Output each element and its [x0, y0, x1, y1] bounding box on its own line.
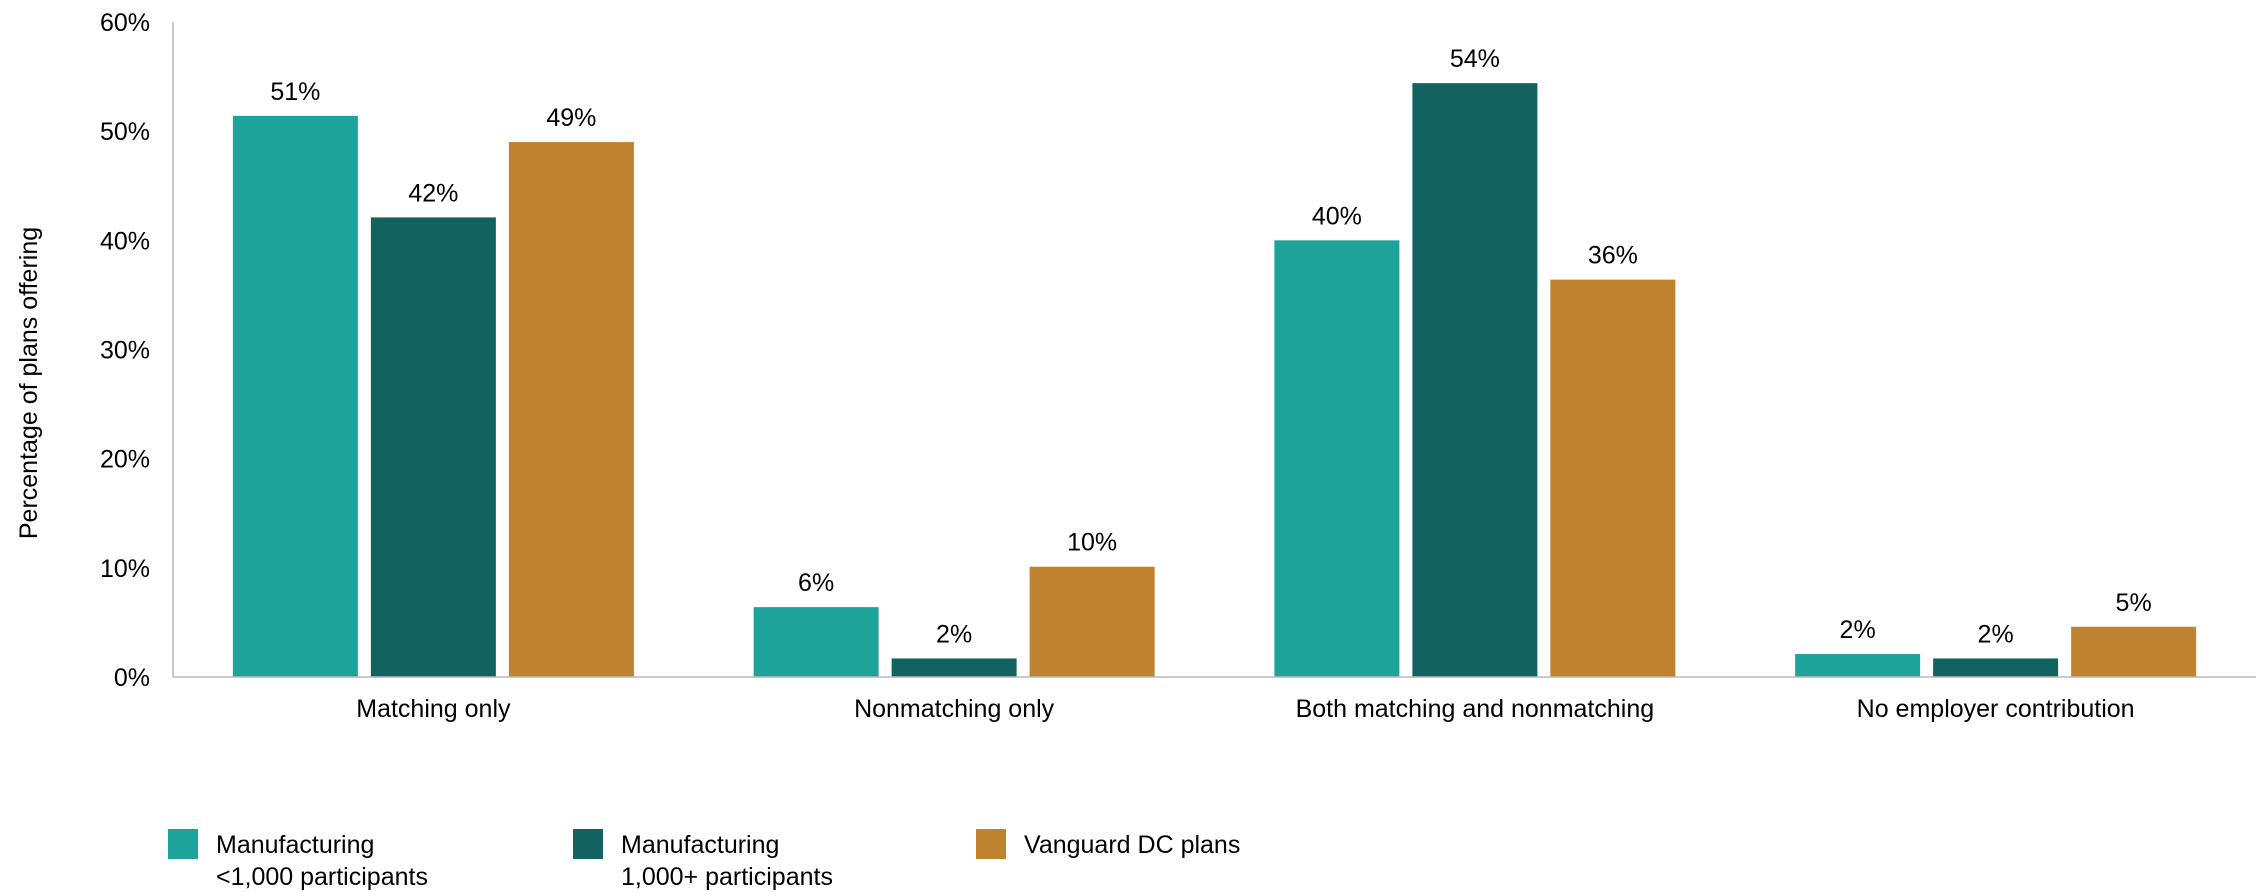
bar: [2071, 626, 2197, 677]
bar: [508, 142, 634, 678]
y-tick-label: 30%: [100, 337, 150, 365]
data-labels-group: 51% 42% 49% 6% 2% 10% 40% 54% 36% 2% 2% 5%: [270, 45, 2151, 648]
legend-item: Vanguard DC plans: [976, 829, 1240, 859]
data-label: 2%: [1840, 616, 1876, 644]
x-category-label: Nonmatching only: [854, 695, 1055, 723]
data-label: 10%: [1067, 529, 1117, 557]
bar: [232, 115, 358, 678]
data-label: 36%: [1588, 242, 1638, 270]
legend-label: Manufacturing: [621, 831, 779, 859]
data-label: 5%: [2116, 589, 2152, 617]
y-tick-label: 20%: [100, 446, 150, 474]
y-tick-label: 10%: [100, 555, 150, 583]
x-category-label: Matching only: [356, 695, 511, 723]
legend-item: Manufacturing <1,000 participants: [168, 829, 428, 891]
y-axis-ticks: 0% 10% 20% 30% 40% 50% 60%: [100, 9, 150, 692]
legend-label: Vanguard DC plans: [1024, 831, 1240, 859]
y-tick-label: 50%: [100, 118, 150, 146]
legend-swatch: [573, 829, 603, 859]
data-label: 2%: [1978, 620, 2014, 648]
data-label: 49%: [546, 104, 596, 132]
bar: [891, 658, 1017, 677]
data-label: 51%: [270, 78, 320, 106]
y-tick-label: 40%: [100, 227, 150, 255]
legend-swatch: [168, 829, 198, 859]
bar: [1029, 566, 1155, 677]
y-tick-label: 60%: [100, 9, 150, 37]
legend: Manufacturing<1,000 participantsManufact…: [168, 829, 1240, 891]
bars-group: [232, 83, 2197, 678]
legend-label: Manufacturing: [216, 831, 374, 859]
x-category-label: Both matching and nonmatching: [1296, 695, 1655, 723]
bar: [1933, 658, 2059, 677]
legend-label: <1,000 participants: [216, 863, 428, 891]
data-label: 54%: [1450, 45, 1500, 73]
bar: [1795, 654, 1921, 677]
data-label: 42%: [408, 179, 458, 207]
bar: [370, 217, 496, 678]
x-category-label: No employer contribution: [1857, 695, 2135, 723]
data-label: 2%: [936, 620, 972, 648]
bar: [753, 607, 879, 677]
data-label: 40%: [1312, 202, 1362, 230]
bar: [1412, 83, 1538, 678]
x-axis-category-labels: Matching only Nonmatching only Both matchi…: [356, 695, 2134, 723]
legend-item: Manufacturing 1,000+ participants: [573, 829, 833, 891]
bar: [1274, 240, 1400, 678]
data-label: 6%: [798, 569, 834, 597]
y-tick-label: 0%: [114, 664, 150, 692]
legend-swatch: [976, 829, 1006, 859]
y-axis-title: Percentage of plans offering: [15, 227, 43, 539]
bar: [1550, 279, 1676, 677]
legend-label: 1,000+ participants: [621, 863, 833, 891]
